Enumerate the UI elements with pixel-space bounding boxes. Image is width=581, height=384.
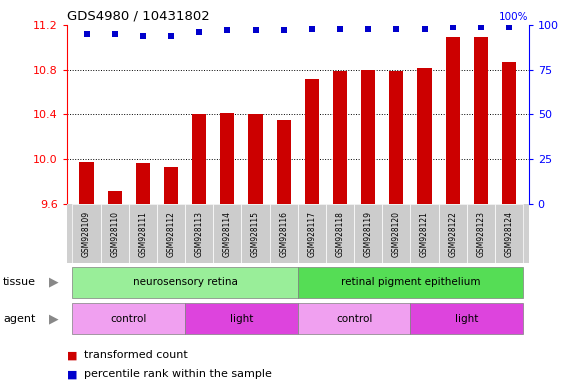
Bar [361, 70, 375, 204]
Point [166, 33, 175, 39]
Text: light: light [455, 314, 478, 324]
Text: ▶: ▶ [48, 312, 58, 325]
Text: GSM928109: GSM928109 [82, 211, 91, 257]
Bar [164, 167, 178, 204]
Bar [192, 114, 206, 204]
Text: control: control [336, 314, 372, 324]
Bar [410, 303, 523, 334]
Bar [333, 71, 347, 204]
Bar [467, 204, 495, 263]
Text: GSM928120: GSM928120 [392, 211, 401, 257]
Bar [389, 71, 403, 204]
Text: percentile rank within the sample: percentile rank within the sample [84, 369, 272, 379]
Bar [73, 267, 298, 298]
Point [110, 31, 119, 37]
Text: agent: agent [3, 314, 35, 324]
Point [420, 25, 429, 31]
Bar [136, 163, 150, 204]
Text: GSM928123: GSM928123 [476, 211, 485, 257]
Point [448, 24, 457, 30]
Point [251, 27, 260, 33]
Bar [474, 37, 488, 204]
Point [392, 25, 401, 31]
Text: GSM928118: GSM928118 [335, 211, 345, 257]
Bar [73, 204, 101, 263]
Bar [185, 204, 213, 263]
Bar [157, 204, 185, 263]
Text: GSM928119: GSM928119 [364, 211, 372, 257]
Point [335, 25, 345, 31]
Bar [298, 204, 326, 263]
Text: ■: ■ [67, 350, 77, 360]
Bar [185, 303, 298, 334]
Bar [418, 68, 432, 204]
Bar [277, 120, 290, 204]
Text: ▶: ▶ [48, 276, 58, 289]
Bar [298, 303, 410, 334]
Point [138, 33, 148, 39]
Bar [354, 204, 382, 263]
Bar [107, 191, 122, 204]
Text: GDS4980 / 10431802: GDS4980 / 10431802 [67, 10, 210, 23]
Point [279, 27, 288, 33]
Text: GSM928111: GSM928111 [138, 211, 148, 257]
Point [195, 29, 204, 35]
Bar [242, 204, 270, 263]
Point [504, 24, 514, 30]
Text: GSM928122: GSM928122 [448, 211, 457, 257]
Text: tissue: tissue [3, 277, 36, 287]
Point [223, 27, 232, 33]
Text: neurosensory retina: neurosensory retina [132, 277, 238, 287]
Bar [270, 204, 298, 263]
Point [82, 31, 91, 37]
Text: GSM928124: GSM928124 [504, 211, 514, 257]
Bar [73, 303, 185, 334]
Text: GSM928110: GSM928110 [110, 211, 119, 257]
Text: GSM928113: GSM928113 [195, 211, 204, 257]
Point [307, 25, 317, 31]
Text: GSM928114: GSM928114 [223, 211, 232, 257]
Text: light: light [229, 314, 253, 324]
Text: GSM928115: GSM928115 [251, 211, 260, 257]
Point [476, 24, 486, 30]
Text: ■: ■ [67, 369, 77, 379]
Text: GSM928116: GSM928116 [279, 211, 288, 257]
Bar [101, 204, 129, 263]
Bar [298, 267, 523, 298]
Point [364, 25, 373, 31]
Bar [410, 204, 439, 263]
Text: control: control [110, 314, 147, 324]
Bar [249, 114, 263, 204]
Bar [213, 204, 242, 263]
Bar [326, 204, 354, 263]
Text: GSM928117: GSM928117 [307, 211, 316, 257]
Text: transformed count: transformed count [84, 350, 188, 360]
Bar [502, 62, 516, 204]
Bar [495, 204, 523, 263]
Text: GSM928121: GSM928121 [420, 211, 429, 257]
Bar [446, 37, 460, 204]
Bar [129, 204, 157, 263]
Text: 100%: 100% [499, 12, 529, 22]
Text: retinal pigment epithelium: retinal pigment epithelium [340, 277, 480, 287]
Bar [220, 113, 234, 204]
Bar [80, 162, 94, 204]
Bar [382, 204, 410, 263]
Bar [305, 78, 319, 204]
Text: GSM928112: GSM928112 [167, 211, 175, 257]
Bar [439, 204, 467, 263]
